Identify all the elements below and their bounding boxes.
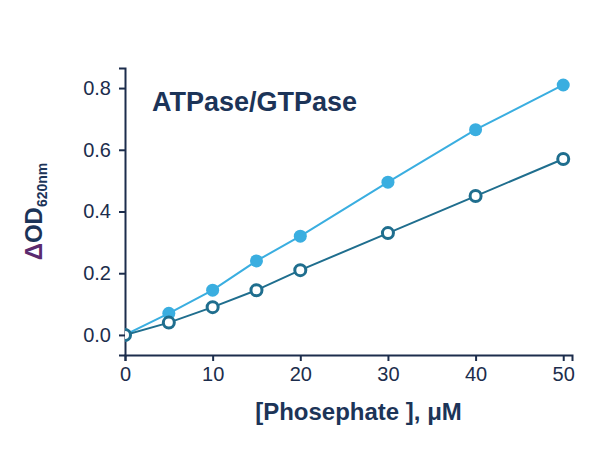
y-tick-label: 0.0 xyxy=(83,324,111,346)
x-tick: 30 xyxy=(377,355,399,385)
plot: 0 10 20 30 40 50 0.0 0.2 0.4 0.6 0.8 xyxy=(83,69,575,386)
series-point xyxy=(557,78,570,91)
x-tick-label: 10 xyxy=(202,363,224,385)
y-tick-mark xyxy=(119,334,125,336)
y-tick: 0.8 xyxy=(83,77,125,99)
series-point xyxy=(206,284,219,297)
x-tick: 0 xyxy=(120,355,131,385)
series-point xyxy=(295,265,306,276)
x-axis-line xyxy=(126,356,573,362)
x-tick-mark xyxy=(300,355,302,361)
x-axis-title: [Phosephate ], μM xyxy=(255,398,462,425)
y-tick-label: 0.2 xyxy=(83,262,111,284)
series-line xyxy=(125,85,563,335)
x-tick-mark xyxy=(475,355,477,361)
x-tick-label: 20 xyxy=(290,363,312,385)
y-tick-label: 0.6 xyxy=(83,139,111,161)
y-tick-mark xyxy=(119,211,125,213)
y-axis-line xyxy=(119,69,126,356)
x-tick-label: 0 xyxy=(120,363,131,385)
y-tick-mark xyxy=(119,149,125,151)
series-point xyxy=(125,328,132,341)
series-point xyxy=(470,191,481,202)
x-tick: 50 xyxy=(553,355,575,385)
data-area xyxy=(125,78,570,341)
y-tick: 0.0 xyxy=(83,324,125,346)
series-point xyxy=(469,123,482,136)
series-point xyxy=(382,228,393,239)
series-point xyxy=(251,285,262,296)
series-point xyxy=(163,317,174,328)
y-tick-mark xyxy=(119,273,125,275)
y-tick-label: 0.8 xyxy=(83,77,111,99)
y-tick-label: 0.4 xyxy=(83,200,111,222)
x-tick-mark xyxy=(387,355,389,361)
x-tick-label: 30 xyxy=(377,363,399,385)
y-tick: 0.4 xyxy=(83,200,125,222)
chart: 0 10 20 30 40 50 0.0 0.2 0.4 0.6 0.8 ATPase/GTPase [… xyxy=(0,0,590,473)
y-tick: 0.2 xyxy=(83,262,125,284)
x-tick: 20 xyxy=(290,355,312,385)
x-tick-mark xyxy=(563,355,565,361)
series-point xyxy=(558,154,569,165)
series-line xyxy=(125,159,563,335)
series-point xyxy=(125,329,131,340)
series-point xyxy=(207,302,218,313)
series-point xyxy=(250,254,263,267)
x-tick: 10 xyxy=(202,355,224,385)
series-point xyxy=(294,230,307,243)
x-axis: 0 10 20 30 40 50 xyxy=(120,355,575,385)
title: ATPase/GTPase xyxy=(152,87,357,117)
y-axis-title: ΔOD620nm xyxy=(20,163,50,261)
y-axis: 0.0 0.2 0.4 0.6 0.8 xyxy=(83,69,125,356)
x-tick-label: 50 xyxy=(553,363,575,385)
y-tick-mark xyxy=(119,88,125,90)
y-tick: 0.6 xyxy=(83,139,125,161)
series-point xyxy=(381,176,394,189)
x-tick: 40 xyxy=(465,355,487,385)
x-tick-mark xyxy=(212,355,214,361)
x-tick-label: 40 xyxy=(465,363,487,385)
